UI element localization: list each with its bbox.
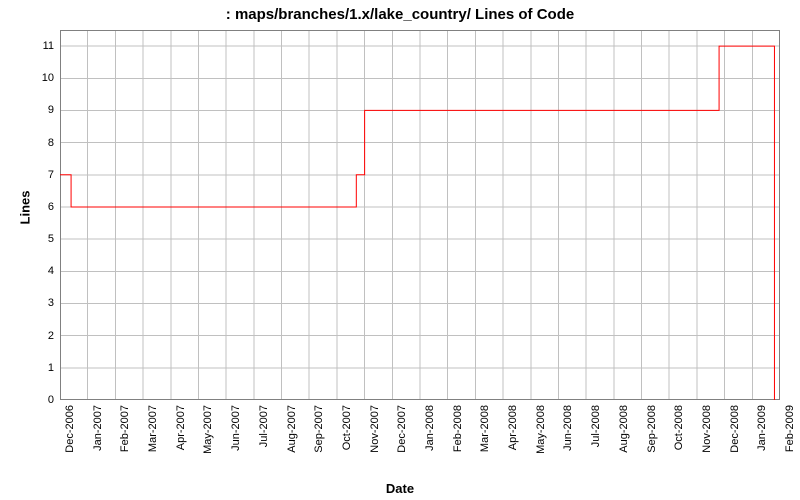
x-tick: Sep-2007 <box>313 405 325 453</box>
title-text: maps/branches/1.x/lake_country/ Lines of… <box>235 6 574 23</box>
x-tick: Mar-2007 <box>147 405 159 452</box>
x-tick: Nov-2007 <box>369 405 381 453</box>
x-tick: Sep-2008 <box>646 405 658 453</box>
y-tick: 10 <box>0 72 54 84</box>
x-tick: Nov-2008 <box>701 405 713 453</box>
x-tick: Jul-2008 <box>590 405 602 447</box>
x-tick: Apr-2008 <box>507 405 519 450</box>
x-tick: Mar-2008 <box>479 405 491 452</box>
x-axis-label: Date <box>0 481 800 496</box>
plot-svg <box>60 30 780 400</box>
y-tick: 11 <box>0 40 54 52</box>
y-tick: 0 <box>0 394 54 406</box>
y-tick: 3 <box>0 297 54 309</box>
x-tick: Jun-2008 <box>562 405 574 451</box>
y-tick: 4 <box>0 265 54 277</box>
x-tick: Feb-2008 <box>452 405 464 452</box>
y-tick: 7 <box>0 169 54 181</box>
y-tick: 8 <box>0 137 54 149</box>
x-tick: Jan-2008 <box>424 405 436 451</box>
x-tick: May-2007 <box>202 405 214 454</box>
y-tick: 9 <box>0 104 54 116</box>
x-tick: Feb-2009 <box>784 405 796 452</box>
y-tick: 2 <box>0 330 54 342</box>
x-tick: Aug-2007 <box>286 405 298 453</box>
x-tick: Dec-2008 <box>729 405 741 453</box>
x-tick: Dec-2006 <box>64 405 76 453</box>
x-tick: Feb-2007 <box>119 405 131 452</box>
y-tick: 6 <box>0 201 54 213</box>
y-tick: 1 <box>0 362 54 374</box>
plot-area <box>60 30 780 400</box>
x-tick: Aug-2008 <box>618 405 630 453</box>
loc-chart: : maps/branches/1.x/lake_country/ Lines … <box>0 0 800 500</box>
x-tick: Jan-2007 <box>92 405 104 451</box>
x-tick: Jul-2007 <box>258 405 270 447</box>
x-tick: May-2008 <box>535 405 547 454</box>
x-tick: Apr-2007 <box>175 405 187 450</box>
x-tick: Dec-2007 <box>396 405 408 453</box>
chart-title: : maps/branches/1.x/lake_country/ Lines … <box>0 6 800 23</box>
title-prefix: : <box>226 6 235 23</box>
x-tick: Oct-2007 <box>341 405 353 450</box>
x-tick: Oct-2008 <box>673 405 685 450</box>
x-tick: Jan-2009 <box>756 405 768 451</box>
x-tick: Jun-2007 <box>230 405 242 451</box>
y-tick: 5 <box>0 233 54 245</box>
